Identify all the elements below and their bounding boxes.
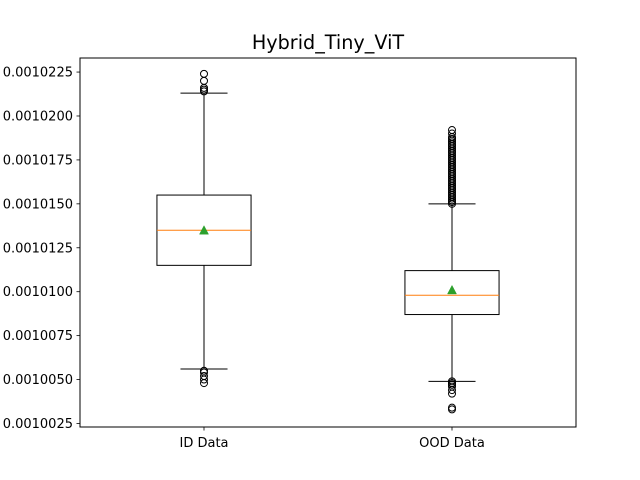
outlier-point: [448, 126, 456, 135]
y-tick-label: 0.0010150: [3, 197, 73, 212]
outlier-point: [448, 403, 456, 412]
outlier-point: [200, 372, 208, 381]
outlier-point: [448, 377, 456, 386]
y-tick-label: 0.0010075: [3, 329, 73, 344]
y-tick-label: 0.0010175: [3, 153, 73, 168]
outlier-point: [200, 69, 208, 78]
outlier-point: [448, 129, 456, 138]
iqr-box: [404, 270, 500, 316]
mean-marker: [199, 225, 209, 235]
y-tick-label: 0.0010100: [3, 285, 73, 300]
mean-marker: [447, 284, 457, 295]
box-group: [404, 126, 500, 414]
x-axis: ID Data OOD Data: [179, 427, 485, 451]
y-tick-label: 0.0010125: [3, 241, 73, 256]
outlier-point: [200, 76, 208, 85]
y-tick-label: 0.0010050: [3, 373, 73, 388]
outlier-point: [200, 366, 208, 375]
x-tick-label: OOD Data: [419, 436, 485, 451]
y-tick-label: 0.0010200: [3, 109, 73, 124]
y-tick-label: 0.0010225: [3, 66, 73, 81]
y-tick-label: 0.0010025: [3, 417, 73, 432]
box-series: [156, 69, 500, 414]
chart-title: Hybrid_Tiny_ViT: [252, 31, 405, 54]
box-group: [156, 69, 252, 388]
y-axis: 0.0010025 0.0010050 0.0010075 0.0010100 0.00…: [3, 66, 80, 432]
x-tick-label: ID Data: [179, 436, 228, 451]
plot-area-frame: [79, 57, 577, 428]
